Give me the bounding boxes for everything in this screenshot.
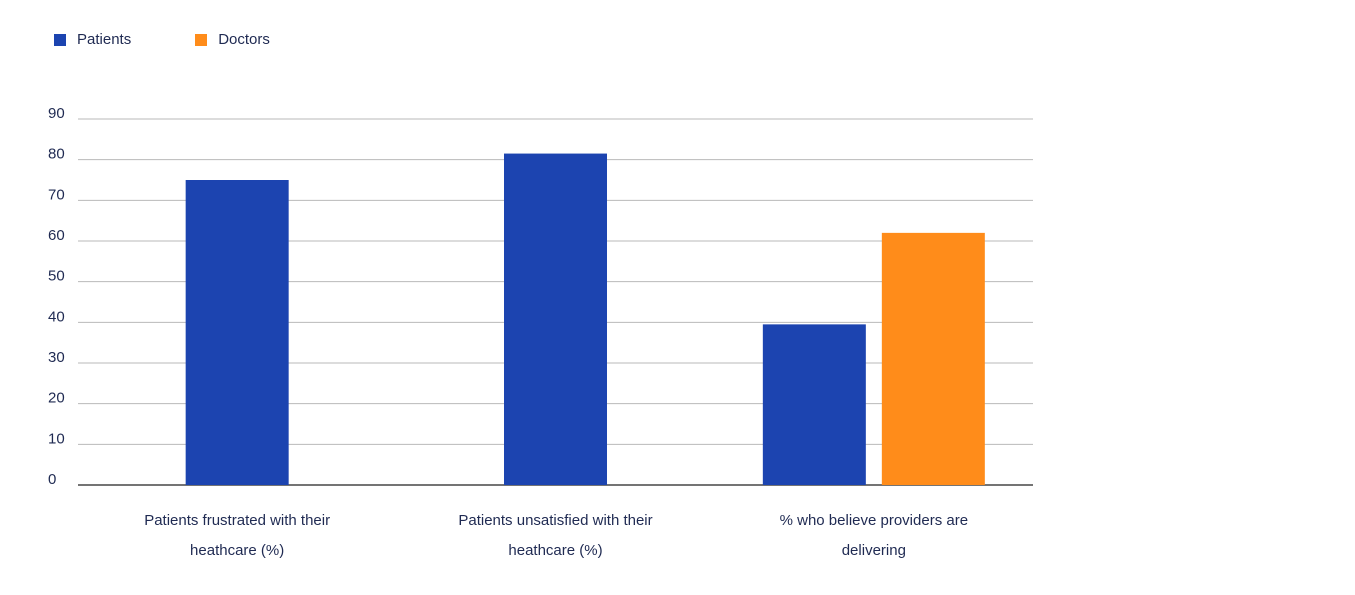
legend-swatch-patients xyxy=(54,34,66,46)
x-category-label-0: Patients frustrated with their heathcare… xyxy=(144,512,331,559)
y-tick-label-50: 50 xyxy=(48,268,65,285)
legend-swatch-doctors xyxy=(195,34,208,46)
y-tick-label-80: 80 xyxy=(48,146,65,163)
y-tick-label-40: 40 xyxy=(48,308,65,325)
bar-patients-1 xyxy=(504,153,607,486)
y-tick-label-0: 0 xyxy=(48,471,56,488)
y-tick-label-60: 60 xyxy=(48,227,65,244)
bar-patients-2 xyxy=(762,324,866,485)
bar-doctors-2 xyxy=(881,232,985,485)
x-category-label-2: % who believe providers are delivering xyxy=(779,512,969,559)
y-tick-label-20: 20 xyxy=(48,390,65,407)
chart-legend: Patients Doctors xyxy=(54,30,334,50)
legend-label-patients: Patients xyxy=(77,31,132,48)
y-tick-label-70: 70 xyxy=(48,186,65,203)
x-category-label-1: Patients unsatisfied with their heathcar… xyxy=(458,512,653,559)
y-tick-label-30: 30 xyxy=(48,349,65,366)
y-tick-label-10: 10 xyxy=(48,430,65,447)
legend-item-doctors: Doctors xyxy=(195,30,270,50)
legend-item-patients: Patients xyxy=(54,30,131,50)
y-tick-label-90: 90 xyxy=(48,105,65,122)
bar-patients-0 xyxy=(185,180,289,485)
legend-label-doctors: Doctors xyxy=(218,31,270,48)
